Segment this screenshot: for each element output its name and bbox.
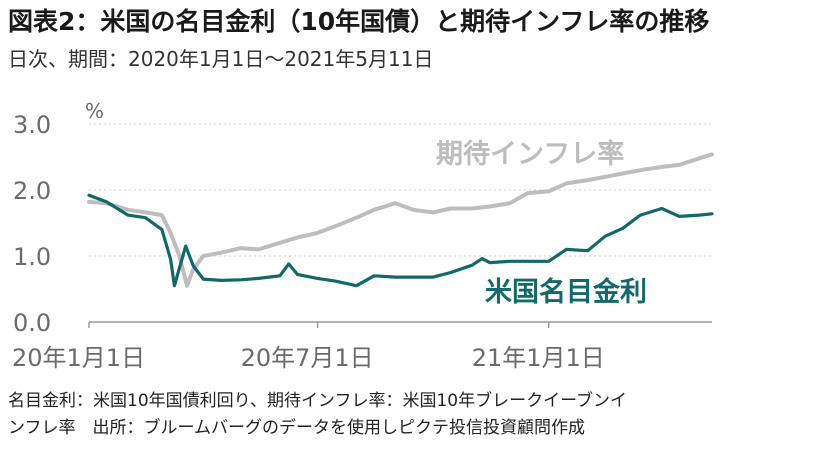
y-tick-label: 0.0 [13,309,51,337]
page-title: 図表2：米国の名目金利（10年国債）と期待インフレ率の推移 [8,7,710,36]
series-label-nominal: 米国名目金利 [485,276,647,308]
line-chart: 0.0 1.0 2.0 3.0 % 20年1月1日 20年7月1日 21年1月1日 期待インフレ… [12,99,714,372]
x-tick-label: 21年1月1日 [472,344,605,372]
series-line-inflation [87,152,714,288]
footnote-line-2: ンフレ率 出所：ブルームバーグのデータを使用しピクテ投信投資顧問作成 [8,418,585,438]
y-tick-label: 2.0 [13,177,51,205]
y-tick-label: 1.0 [13,243,51,271]
page-subtitle: 日次、期間：2020年1月1日～2021年5月11日 [8,47,434,71]
series-line-nominal [87,193,714,288]
x-tick-label: 20年1月1日 [12,344,145,372]
y-axis-unit-label: % [85,99,104,123]
y-tick-label: 3.0 [13,111,51,139]
x-tick-label: 20年7月1日 [241,344,374,372]
footnote-line-1: 名目金利：米国10年国債利回り、期待インフレ率：米国10年ブレークイーブンイ [8,391,628,411]
footnote: 名目金利：米国10年国債利回り、期待インフレ率：米国10年ブレークイーブンイ ン… [8,388,808,442]
series-label-inflation: 期待インフレ率 [436,138,624,170]
